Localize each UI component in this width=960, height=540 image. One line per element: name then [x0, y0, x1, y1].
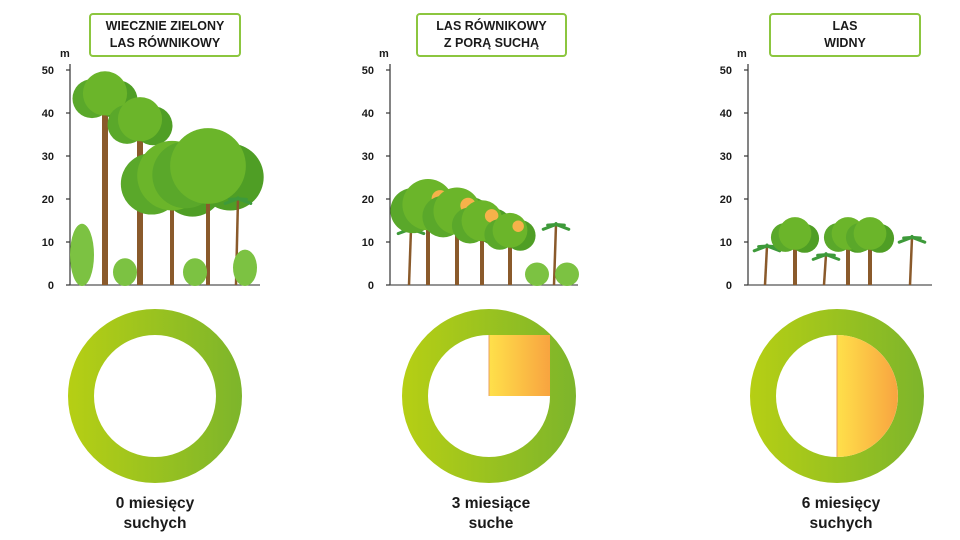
caption-line-1: 3 miesiące: [451, 495, 531, 512]
title-line-1: LAS: [832, 19, 858, 33]
title-line-1: LAS RÓWNIKOWY: [436, 19, 547, 33]
axis-tick: 40: [719, 108, 732, 120]
palm-trunk: [407, 228, 413, 286]
axis-tick: 10: [361, 237, 374, 249]
caption-line-2: suchych: [123, 515, 187, 532]
caption-line-2: suchych: [809, 515, 873, 532]
tree-icon: [484, 212, 536, 285]
axis-tick: 50: [719, 65, 732, 77]
axis-unit: m: [60, 48, 70, 60]
panel-title: LAS WIDNY: [769, 13, 921, 57]
axis-tick: 50: [41, 65, 54, 77]
tree-crown: [778, 217, 812, 250]
axis-tick: 10: [41, 237, 54, 249]
axis-tick: 50: [361, 65, 374, 77]
wet-season-ring: [750, 309, 924, 483]
palm-frond: [765, 244, 782, 253]
tree-icon: [541, 222, 571, 286]
shrub-shape: [525, 262, 549, 286]
height-axis: [66, 64, 264, 483]
tree-crown: [117, 97, 163, 142]
tree-crown: [170, 128, 246, 204]
palm-frond: [236, 197, 253, 205]
tree-icon: [107, 97, 173, 285]
caption-line-1: 6 miesięcy: [801, 495, 881, 512]
tree-icon: [845, 217, 895, 285]
tree-icon: [233, 249, 257, 286]
palm-trunk: [763, 245, 769, 286]
tree-crown: [82, 71, 128, 116]
panel-evergreen: WIECZNIE ZIELONY LAS RÓWNIKOWY m 50 40 3…: [0, 0, 320, 540]
axis-tick: 0: [47, 280, 54, 292]
title-line-2: LAS RÓWNIKOWY: [109, 36, 221, 50]
tree-icon: [72, 71, 138, 285]
axis-tick: 0: [725, 280, 732, 292]
dry-leaves: [484, 209, 499, 223]
title-line-2: WIDNY: [824, 36, 866, 50]
dry-leaves: [512, 220, 524, 232]
tree-icon: [752, 243, 782, 286]
shrub-shape: [70, 223, 94, 286]
axis-unit: m: [379, 48, 389, 60]
panel-title: LAS RÓWNIKOWY Z PORĄ SUCHĄ: [416, 13, 567, 57]
tree-icon: [70, 223, 94, 286]
tree-icon: [113, 258, 137, 286]
tree-icon: [897, 234, 927, 286]
dry-season-caption: 6 miesięcy suchych: [741, 494, 941, 534]
axis-tick: 40: [41, 108, 54, 120]
axis-unit: m: [737, 48, 747, 60]
shrub-shape: [233, 249, 257, 286]
palm-frond: [824, 253, 841, 261]
axis-tick: 0: [367, 280, 374, 292]
palm-trunk: [822, 254, 828, 286]
panel-open-forest: LAS WIDNY m 50 40 30 20 10 0 6 miesięcy …: [640, 0, 960, 540]
tree-icon: [525, 262, 549, 286]
palm-trunk: [552, 224, 558, 286]
tree-icon: [396, 226, 426, 286]
axis-tick: 10: [719, 237, 732, 249]
palm-frond: [910, 235, 927, 244]
caption-line-1: 0 miesięcy: [115, 495, 195, 512]
title-line-2: Z PORĄ SUCHĄ: [443, 36, 540, 50]
shrub-shape: [555, 262, 579, 286]
height-axis: [744, 64, 932, 483]
height-axis: [386, 64, 579, 483]
title-line-1: WIECZNIE ZIELONY: [105, 19, 225, 33]
panel-title: WIECZNIE ZIELONY LAS RÓWNIKOWY: [89, 13, 241, 57]
axis-tick: 40: [361, 108, 374, 120]
dry-season-slice: [489, 335, 550, 396]
dry-season-slice: [837, 335, 898, 457]
panel-dry-season-forest: LAS RÓWNIKOWY Z PORĄ SUCHĄ m 50 40 30 20…: [332, 0, 652, 540]
tree-icon: [770, 217, 820, 285]
axis-tick: 20: [361, 194, 374, 206]
palm-trunk: [908, 237, 914, 286]
tree-icon: [183, 258, 207, 286]
tree-icon: [555, 262, 579, 286]
axis-tick: 30: [41, 151, 54, 163]
shrub-shape: [113, 258, 137, 286]
caption-line-2: suche: [468, 515, 514, 532]
palm-frond: [554, 223, 571, 231]
axis-tick: 30: [361, 151, 374, 163]
wet-season-ring: [68, 309, 242, 483]
dry-season-caption: 3 miesiące suche: [391, 494, 591, 534]
tree-icon: [811, 252, 841, 286]
tree-icon: [152, 128, 264, 285]
tree-crown: [853, 217, 887, 250]
axis-tick: 30: [719, 151, 732, 163]
axis-tick: 20: [719, 194, 732, 206]
dry-season-caption: 0 miesięcy suchych: [55, 494, 255, 534]
shrub-shape: [183, 258, 207, 286]
axis-tick: 20: [41, 194, 54, 206]
